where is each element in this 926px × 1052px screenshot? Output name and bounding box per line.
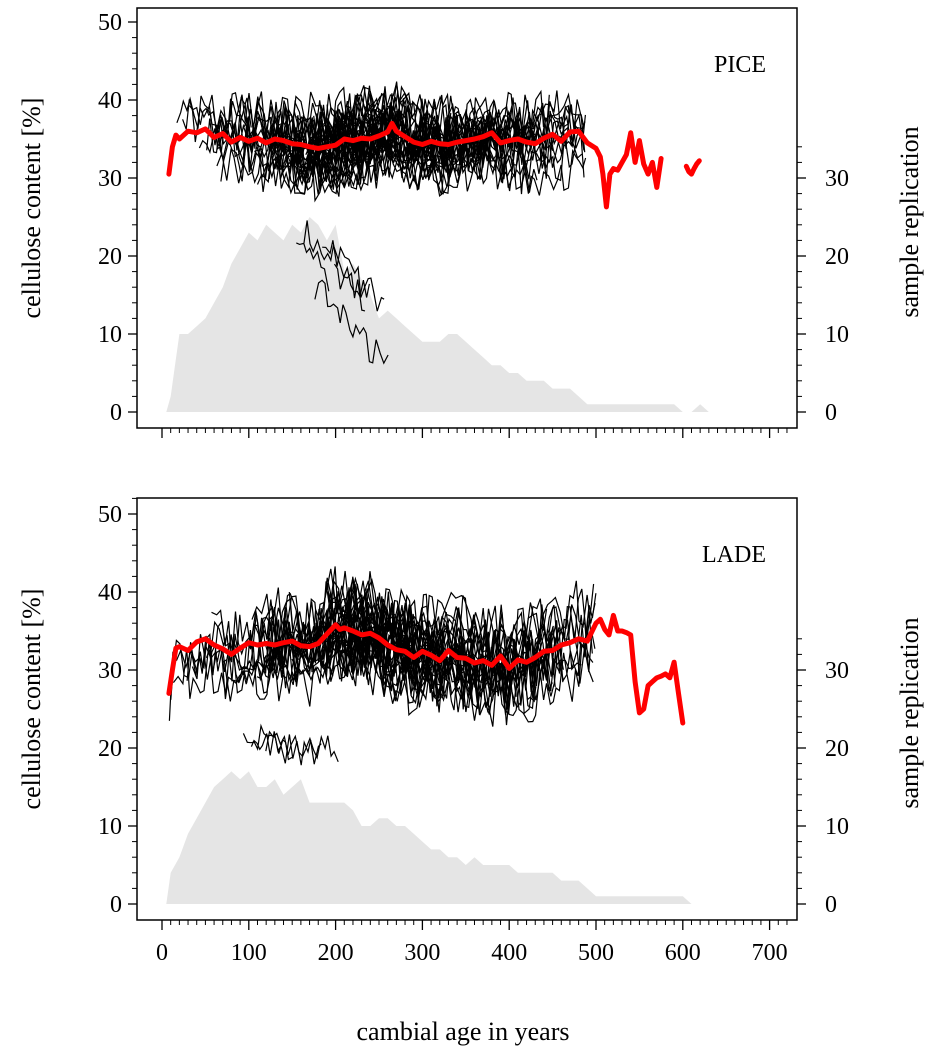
sample-series-line [188,105,372,163]
sample-series-line [322,240,385,312]
y-axis-title-left: cellulose content [%] [17,589,46,810]
sample-series-line [336,630,420,698]
panel-label: PICE [714,52,766,78]
left-y-tick-label: 30 [98,658,122,684]
left-y-tick-label: 20 [98,736,122,762]
mean-curve-layer [166,612,686,726]
mean-curve-tail-line [683,158,702,177]
left-y-tick-label: 40 [98,580,122,606]
sample-series-line [265,730,339,763]
sample-series-line [256,636,508,721]
y-axis-title-right: sample replication [895,126,924,317]
plot-frame [136,7,798,429]
left-y-axis: 0 10 20 30 40 50 [98,10,137,426]
right-y-tick-label: 0 [825,400,837,426]
sample-series-line [242,723,293,761]
sample-series-line [282,131,587,198]
sample-series-line [296,242,330,292]
left-y-tick-label: 10 [98,322,122,348]
left-y-tick-label: 20 [98,244,122,270]
sample-series-line [216,148,326,203]
sample-series-line [170,619,325,700]
sample-series-line [176,91,252,135]
x-tick-label: 600 [665,940,701,966]
right-y-axis: 0 10 20 30 [797,146,849,426]
x-tick-label: 300 [404,940,440,966]
x-tick-label: 200 [318,940,354,966]
sample-series-line [246,92,585,155]
sample-series-line [303,220,370,299]
sample-series-line [296,85,383,143]
sample-series-line [280,135,450,182]
sample-series-line [250,731,322,766]
sample-series-line [250,99,396,158]
x-tick-label: 400 [491,940,527,966]
left-y-tick-label: 30 [98,166,122,192]
right-y-tick-label: 10 [825,322,849,348]
left-y-tick-label: 0 [110,400,122,426]
panel-label: LADE [702,542,766,568]
sample-series-line [322,627,537,717]
replication-area [166,771,792,904]
x-tick-label: 500 [578,940,614,966]
left-y-tick-label: 50 [98,502,122,528]
panel-pice: 0 10 20 30 40 50 0 10 20 30 PICE cellulose conte… [17,7,924,438]
mean-curve-line [166,612,686,726]
x-axis [161,428,788,438]
x-axis: 0 100 200 300 400 500 600 700 [156,920,788,966]
replication-area [166,217,792,412]
sample-series-line [330,135,482,191]
sample-series-line [353,602,476,669]
sample-series-line [340,108,497,161]
sample-series-line [333,263,366,312]
left-y-tick-label: 10 [98,814,122,840]
left-y-tick-label: 50 [98,10,122,36]
left-y-axis: 0 10 20 30 40 50 [98,497,137,918]
right-y-tick-label: 0 [825,892,837,918]
replication-area-layer [166,771,792,904]
x-axis-title: cambial age in years [357,1017,570,1046]
right-y-tick-label: 10 [825,814,849,840]
y-axis-title-right: sample replication [895,617,924,808]
panel-lade: 0 10 20 30 40 50 0 10 20 30 0 100 200 300 400 500 600 7… [17,497,924,966]
mean-curve-line [166,120,664,210]
sample-series-line [303,607,593,688]
x-tick-label: 700 [752,940,788,966]
sample-series-line [341,588,494,677]
sample-series-line [191,634,301,702]
right-y-axis: 0 10 20 30 [797,638,849,918]
left-y-tick-label: 40 [98,88,122,114]
right-y-tick-label: 30 [825,166,849,192]
replication-area-layer [166,217,792,412]
x-tick-label: 100 [231,940,267,966]
plot-frame [136,497,798,921]
individual-series-layer [168,566,597,766]
sample-series-line [314,279,389,365]
mean-curve-layer [166,120,702,210]
y-axis-title-left: cellulose content [%] [17,98,46,319]
right-y-tick-label: 20 [825,736,849,762]
right-y-tick-label: 30 [825,658,849,684]
left-y-tick-label: 0 [110,892,122,918]
x-tick-label: 0 [156,940,168,966]
right-y-tick-label: 20 [825,244,849,270]
